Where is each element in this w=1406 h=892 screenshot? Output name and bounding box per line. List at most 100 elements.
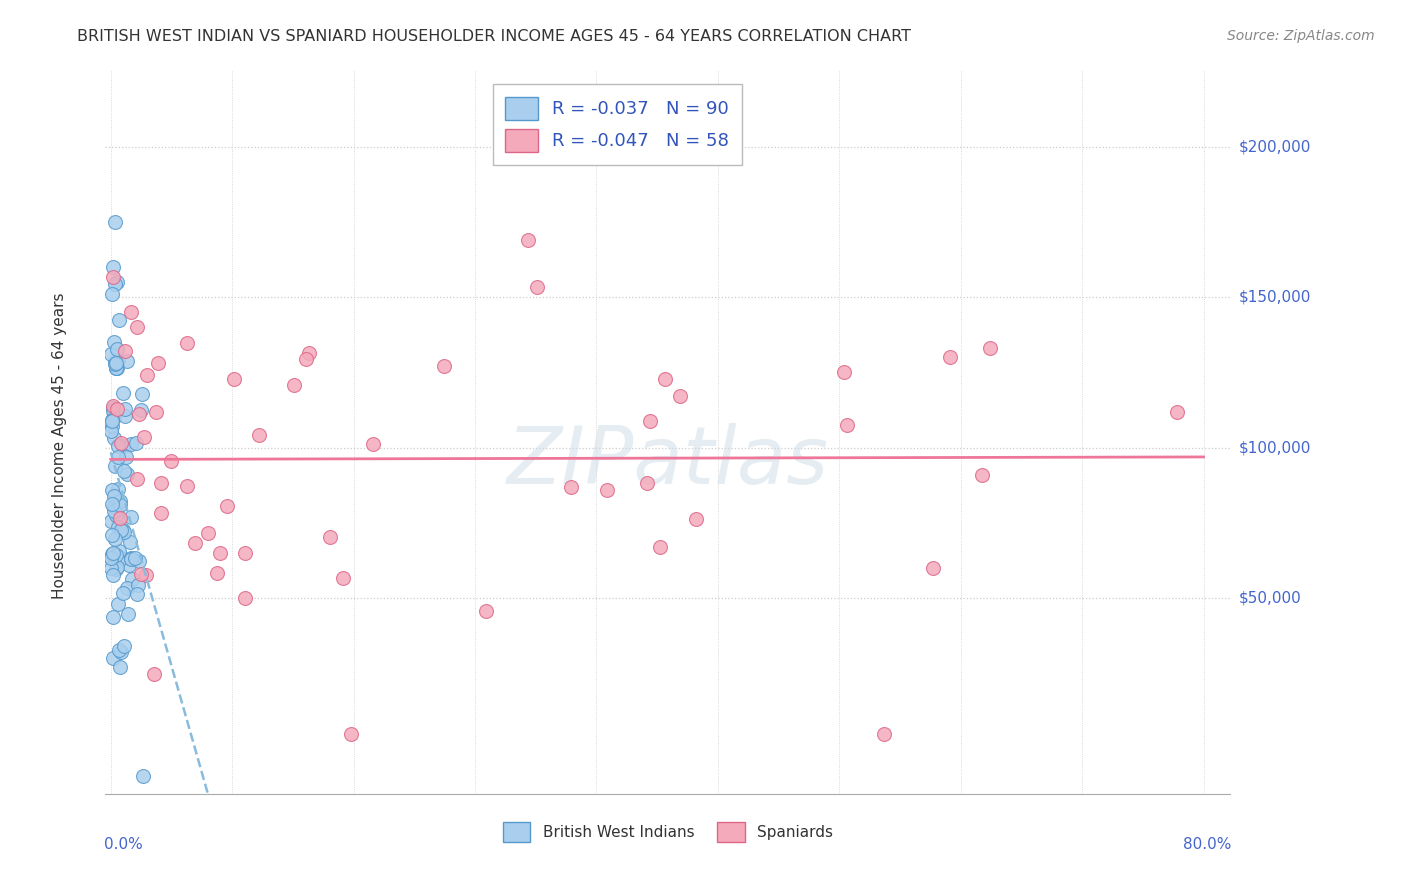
Point — [104, 532, 127, 546]
Point — [197, 525, 219, 540]
Text: Householder Income Ages 45 - 64 years: Householder Income Ages 45 - 64 years — [52, 293, 66, 599]
Point — [650, 540, 672, 554]
Point — [114, 450, 136, 464]
Point — [127, 320, 149, 334]
Point — [111, 551, 134, 566]
Point — [134, 430, 156, 444]
Point — [101, 483, 124, 497]
Point — [125, 587, 148, 601]
Point — [103, 503, 125, 517]
Point — [103, 431, 125, 445]
Point — [283, 378, 305, 392]
Text: 80.0%: 80.0% — [1182, 838, 1232, 852]
Point — [103, 406, 125, 420]
Point — [104, 357, 127, 371]
Point — [120, 305, 142, 319]
Point — [104, 361, 127, 376]
Point — [319, 530, 342, 544]
Point — [103, 399, 125, 413]
Point — [150, 506, 173, 520]
Point — [100, 527, 122, 541]
Point — [107, 483, 129, 497]
Point — [363, 437, 385, 451]
Point — [332, 570, 354, 584]
Point — [654, 372, 676, 386]
Point — [207, 566, 229, 581]
Point — [105, 560, 128, 574]
Point — [433, 359, 456, 374]
Point — [103, 409, 125, 424]
Point — [103, 651, 125, 665]
Point — [669, 388, 692, 402]
Point — [120, 510, 142, 524]
Point — [115, 354, 138, 368]
Point — [125, 436, 148, 450]
Point — [110, 435, 132, 450]
Point — [107, 520, 129, 534]
Point — [209, 546, 232, 560]
Point — [105, 562, 128, 576]
Point — [517, 233, 540, 247]
Point — [129, 566, 152, 581]
Point — [104, 215, 127, 229]
Point — [104, 458, 127, 473]
Point — [107, 439, 129, 453]
Point — [100, 424, 122, 438]
Legend: British West Indians, Spaniards: British West Indians, Spaniards — [496, 816, 839, 847]
Point — [103, 269, 125, 284]
Point — [105, 360, 128, 375]
Point — [100, 413, 122, 427]
Point — [112, 523, 135, 537]
Point — [233, 546, 256, 560]
Point — [131, 769, 153, 783]
Point — [127, 578, 149, 592]
Point — [131, 387, 153, 401]
Point — [105, 508, 128, 522]
Point — [128, 407, 150, 421]
Point — [112, 464, 135, 478]
Point — [108, 543, 131, 558]
Point — [105, 401, 128, 416]
Point — [120, 551, 142, 566]
Point — [101, 547, 124, 561]
Point — [145, 405, 167, 419]
Point — [105, 342, 128, 356]
Point — [101, 497, 124, 511]
Point — [104, 277, 127, 291]
Point — [108, 660, 131, 674]
Point — [103, 260, 125, 274]
Point — [110, 645, 132, 659]
Point — [295, 351, 318, 366]
Point — [233, 591, 256, 606]
Point — [526, 280, 548, 294]
Point — [104, 355, 127, 369]
Point — [638, 414, 661, 428]
Text: $50,000: $50,000 — [1239, 591, 1302, 606]
Point — [101, 401, 124, 416]
Point — [105, 548, 128, 562]
Point — [103, 334, 125, 349]
Point — [339, 726, 361, 740]
Point — [111, 386, 134, 401]
Point — [939, 351, 962, 365]
Point — [136, 368, 159, 382]
Point — [560, 480, 582, 494]
Point — [160, 454, 183, 468]
Point — [103, 489, 125, 503]
Point — [176, 335, 198, 350]
Point — [922, 560, 945, 574]
Point — [135, 568, 157, 582]
Point — [114, 402, 136, 417]
Point — [101, 404, 124, 418]
Text: $200,000: $200,000 — [1239, 139, 1310, 154]
Point — [101, 609, 124, 624]
Text: Source: ZipAtlas.com: Source: ZipAtlas.com — [1227, 29, 1375, 43]
Point — [115, 581, 138, 595]
Point — [121, 572, 143, 586]
Point — [110, 510, 132, 524]
Point — [112, 439, 135, 453]
Point — [832, 366, 855, 380]
Point — [1166, 404, 1188, 418]
Point — [297, 346, 319, 360]
Point — [112, 524, 135, 539]
